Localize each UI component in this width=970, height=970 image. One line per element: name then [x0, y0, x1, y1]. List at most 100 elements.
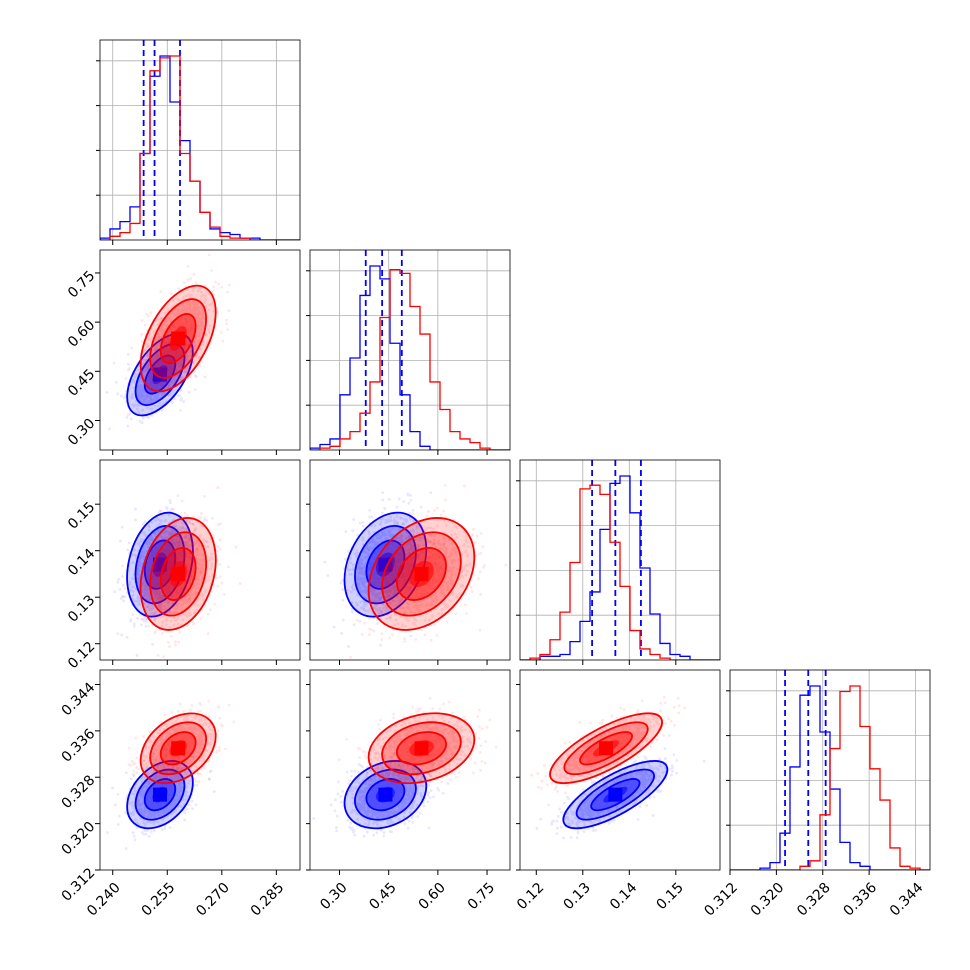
scatter-point [158, 604, 162, 608]
scatter-point [192, 327, 195, 331]
scatter-point [152, 549, 155, 553]
scatter-point [207, 253, 211, 257]
scatter-point [398, 516, 402, 520]
scatter-point [147, 344, 150, 348]
scatter-point [169, 634, 173, 638]
scatter-point [172, 355, 176, 359]
scatter-point [178, 365, 181, 368]
scatter-point [163, 348, 167, 352]
scatter-point [174, 370, 178, 374]
scatter-point [161, 331, 164, 334]
scatter-point [151, 358, 155, 362]
scatter-point [176, 352, 180, 356]
scatter-point [188, 295, 192, 299]
scatter-point [201, 342, 205, 346]
scatter-point [175, 364, 179, 368]
scatter-point [352, 623, 356, 627]
scatter-point [158, 593, 161, 597]
scatter-point [196, 312, 200, 316]
scatter-point [180, 499, 184, 503]
scatter-point [190, 322, 194, 326]
scatter-point [367, 548, 371, 552]
scatter-point [148, 401, 151, 405]
scatter-point [178, 360, 181, 364]
scatter-point [187, 306, 191, 310]
scatter-point [185, 355, 189, 359]
scatter-point [168, 350, 171, 354]
scatter-point [174, 640, 177, 644]
scatter-point [177, 349, 180, 353]
scatter-point [178, 321, 182, 324]
scatter-point [137, 397, 141, 401]
scatter-point [427, 510, 430, 513]
panel-2-1 [306, 459, 511, 665]
scatter-point [163, 382, 167, 386]
scatter-point [164, 349, 168, 353]
scatter-point [184, 347, 188, 351]
scatter-point [162, 579, 166, 583]
panel-1-0: 0.300.450.600.75 [65, 249, 301, 455]
scatter-point [162, 341, 166, 345]
scatter-point [166, 337, 170, 341]
scatter-point [165, 347, 169, 351]
scatter-point [134, 600, 138, 603]
scatter-point [152, 580, 156, 583]
scatter-point [218, 575, 222, 579]
scatter-point [173, 367, 177, 371]
scatter-point [121, 594, 125, 598]
scatter-point [137, 384, 141, 388]
scatter-point [154, 319, 158, 323]
scatter-point [158, 360, 162, 364]
scatter-point [218, 563, 222, 566]
scatter-point [151, 361, 154, 364]
scatter-point [162, 346, 165, 350]
scatter-point [184, 341, 188, 345]
density-peak-1 [171, 331, 186, 346]
scatter-point [368, 515, 372, 519]
scatter-point [132, 624, 136, 628]
scatter-point [151, 552, 155, 556]
scatter-point [176, 361, 180, 365]
scatter-point [170, 367, 174, 370]
scatter-point [170, 356, 173, 360]
scatter-point [169, 371, 173, 375]
scatter-point [168, 350, 171, 354]
scatter-point [179, 526, 182, 530]
scatter-point [191, 343, 195, 347]
scatter-point [159, 328, 163, 332]
scatter-point [152, 613, 156, 617]
scatter-point [200, 321, 204, 325]
scatter-point [181, 350, 184, 354]
scatter-point [358, 521, 362, 525]
scatter-point [148, 394, 152, 397]
scatter-point [129, 618, 133, 622]
scatter-point [170, 556, 174, 560]
scatter-point [138, 419, 142, 423]
scatter-point [142, 580, 146, 584]
scatter-point [176, 309, 180, 313]
scatter-point [183, 346, 187, 350]
scatter-point [196, 342, 200, 346]
scatter-point [166, 336, 169, 339]
scatter-point [193, 310, 197, 314]
scatter-point [475, 534, 479, 538]
scatter-point [176, 312, 180, 315]
scatter-point [164, 350, 168, 354]
scatter-point [160, 631, 164, 635]
scatter-point [193, 374, 197, 378]
scatter-point [150, 377, 154, 381]
scatter-point [188, 353, 192, 357]
scatter-point [168, 368, 172, 372]
scatter-point [155, 336, 159, 340]
scatter-point [148, 390, 152, 393]
scatter-point [157, 340, 161, 344]
scatter-point [162, 344, 166, 348]
scatter-point [196, 323, 200, 327]
scatter-point [150, 612, 154, 616]
scatter-point [170, 357, 174, 361]
scatter-point [442, 509, 446, 513]
scatter-point [176, 321, 179, 325]
scatter-point [199, 323, 203, 327]
scatter-point [136, 616, 139, 620]
scatter-point [171, 554, 175, 558]
